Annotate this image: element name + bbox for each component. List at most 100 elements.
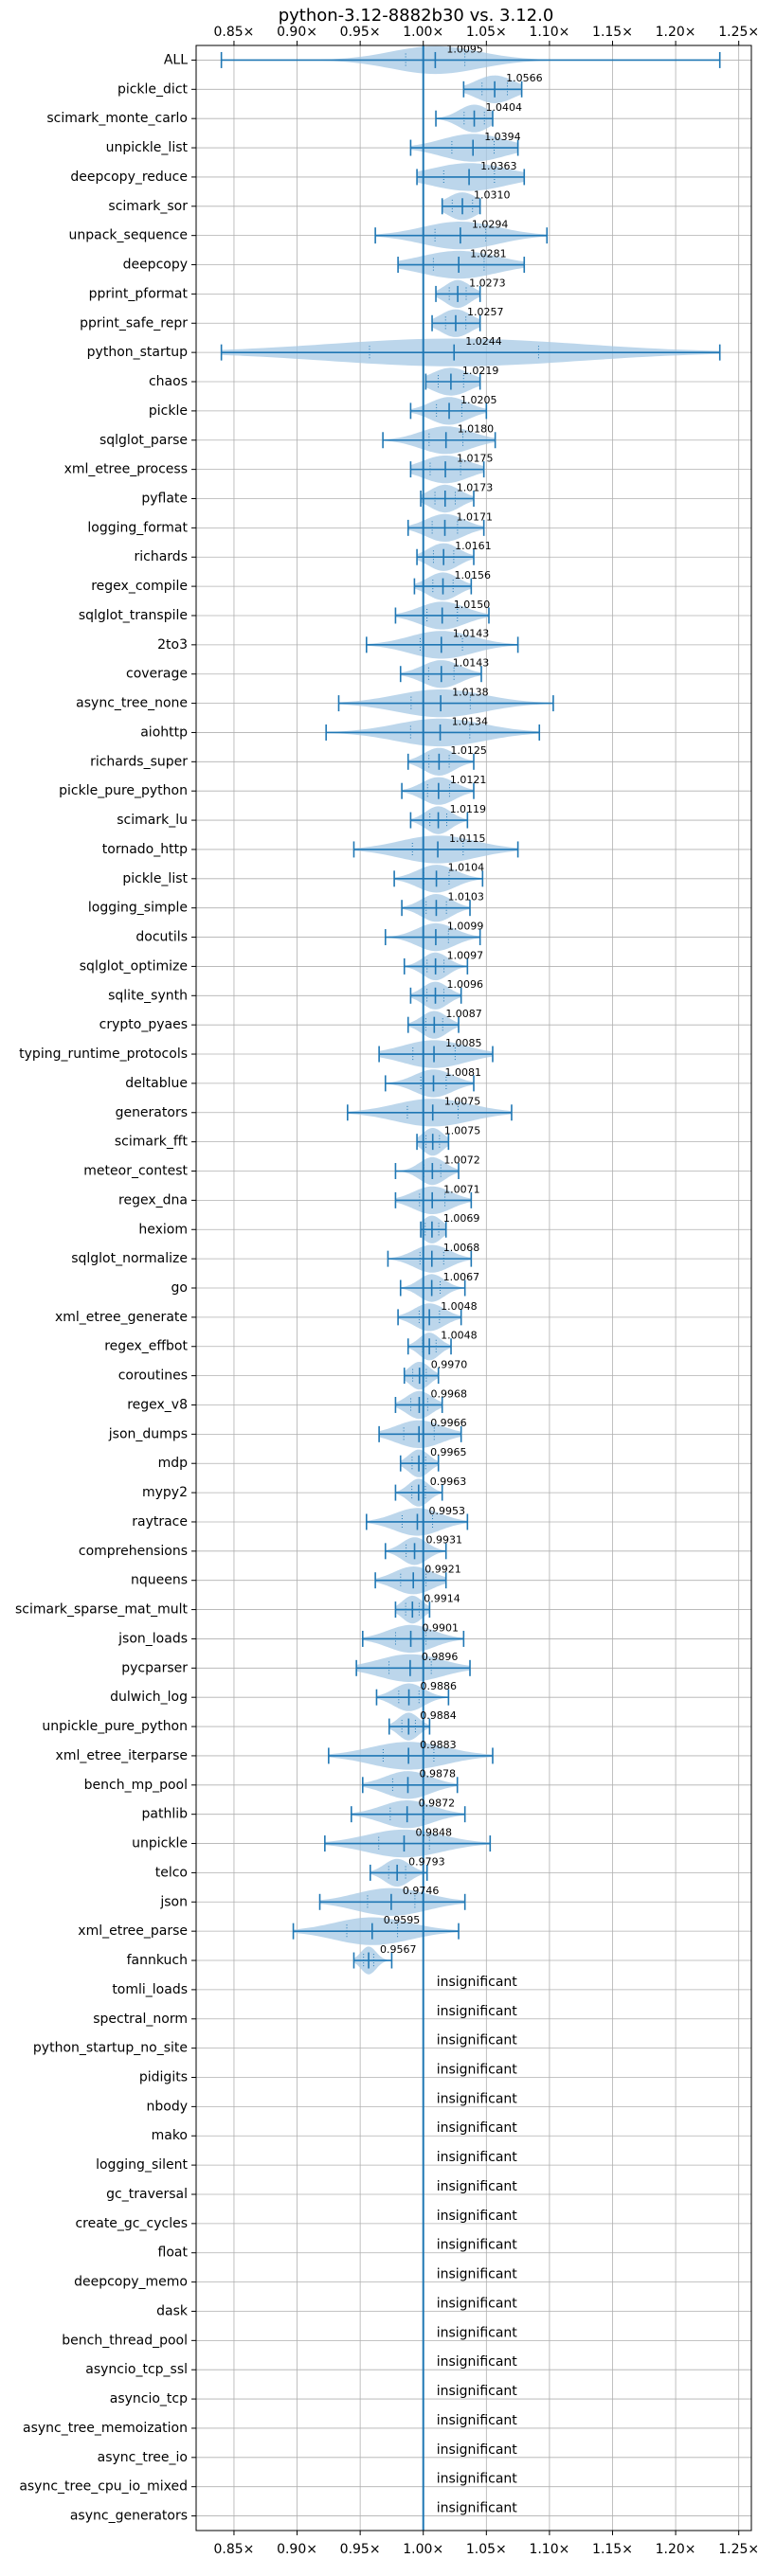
x-tick-label-top: 1.00× — [403, 25, 443, 40]
data-label: 1.0175 — [457, 453, 493, 465]
x-tick-label-top: 0.90× — [277, 25, 317, 40]
insignificant-label: insignificant — [437, 2091, 518, 2106]
benchmark-label: async_tree_none — [76, 696, 188, 711]
insignificant-label: insignificant — [437, 2209, 518, 2224]
benchmark-label: richards — [135, 549, 189, 564]
benchmark-label: pyflate — [141, 491, 188, 506]
data-label: 1.0048 — [441, 1330, 478, 1342]
x-tick-label-bottom: 0.90× — [277, 2542, 317, 2557]
data-label: 1.0068 — [443, 1242, 480, 1254]
data-label: 0.9567 — [380, 1943, 417, 1956]
data-label: 1.0171 — [457, 510, 493, 523]
data-label: 1.0394 — [484, 131, 521, 143]
x-tick-label-top: 1.20× — [656, 25, 696, 40]
data-label: 0.9884 — [420, 1709, 457, 1722]
benchmark-label: pycparser — [121, 1660, 188, 1675]
insignificant-label: insignificant — [437, 2033, 518, 2048]
benchmark-label: scimark_sor — [108, 199, 188, 214]
data-label: 1.0115 — [449, 832, 486, 845]
benchmark-label: hexiom — [138, 1222, 188, 1237]
benchmark-label: scimark_monte_carlo — [46, 111, 188, 126]
x-tick-label-bottom: 1.25× — [718, 2542, 758, 2557]
benchmark-label: pprint_pformat — [89, 286, 189, 301]
data-label: 1.0161 — [455, 540, 492, 552]
benchmark-label: tomli_loads — [112, 1982, 188, 1997]
chart-title: python-3.12-8882b30 vs. 3.12.0 — [279, 6, 554, 26]
insignificant-label: insignificant — [437, 2413, 518, 2428]
benchmark-label: sqlglot_normalize — [71, 1251, 188, 1266]
data-label: 1.0219 — [462, 365, 499, 377]
benchmark-label: pidigits — [139, 2070, 188, 2085]
insignificant-label: insignificant — [437, 2179, 518, 2194]
data-label: 1.0205 — [460, 394, 497, 406]
data-label: 1.0095 — [446, 43, 483, 55]
data-label: 1.0119 — [450, 803, 487, 815]
benchmark-label: json_dumps — [108, 1426, 188, 1441]
x-tick-label-bottom: 0.85× — [214, 2542, 255, 2557]
data-label: 1.0096 — [447, 978, 484, 991]
benchmark-label: python_startup_no_site — [33, 2041, 188, 2056]
data-label: 0.9968 — [430, 1387, 467, 1400]
data-label: 0.9901 — [423, 1621, 460, 1634]
data-label: 0.9878 — [419, 1768, 456, 1780]
violin-layer — [220, 45, 721, 2531]
data-label: 1.0173 — [457, 481, 493, 493]
benchmark-label: python_startup — [87, 345, 188, 360]
data-label: 0.9883 — [420, 1739, 457, 1751]
x-tick-label-top: 1.05× — [466, 25, 507, 40]
data-label: 0.9914 — [424, 1592, 460, 1604]
data-label: 1.0048 — [441, 1300, 478, 1313]
benchmark-label: deepcopy — [123, 258, 188, 273]
benchmark-label: pickle — [149, 403, 188, 419]
benchmark-label: sqlglot_parse — [99, 433, 188, 448]
data-label: 1.0143 — [453, 628, 490, 640]
insignificant-label: insignificant — [437, 2325, 518, 2340]
x-tick-label-bottom: 1.15× — [592, 2542, 633, 2557]
benchmark-label: logging_simple — [88, 901, 188, 916]
benchmark-label: generators — [116, 1105, 188, 1120]
data-label: 1.0075 — [444, 1125, 481, 1137]
benchmark-label: deepcopy_reduce — [70, 170, 188, 185]
data-label: 1.0143 — [453, 657, 490, 670]
data-label: 1.0067 — [443, 1271, 480, 1283]
benchmark-label: coroutines — [118, 1368, 188, 1384]
benchmark-label: tornado_http — [102, 842, 188, 857]
data-label: 1.0099 — [447, 920, 484, 932]
x-tick-label-bottom: 0.95× — [340, 2542, 381, 2557]
benchmark-label: xml_etree_generate — [55, 1310, 188, 1325]
benchmark-label: deltablue — [125, 1076, 188, 1091]
data-label: 1.0156 — [455, 569, 492, 581]
benchmark-label: dask — [156, 2303, 189, 2318]
x-tick-label-bottom: 1.10× — [529, 2542, 569, 2557]
benchmark-label: nqueens — [131, 1573, 188, 1588]
benchmark-label: scimark_sparse_mat_mult — [15, 1602, 188, 1618]
benchmark-label: typing_runtime_protocols — [19, 1046, 188, 1062]
insignificant-label: insignificant — [437, 2004, 518, 2019]
x-tick-label-top: 1.10× — [529, 25, 569, 40]
data-label: 1.0281 — [470, 247, 507, 259]
data-label: 1.0121 — [450, 774, 487, 786]
benchmark-label: deepcopy_memo — [74, 2275, 188, 2290]
benchmark-label: asyncio_tcp_ssl — [85, 2362, 188, 2377]
insignificant-label: insignificant — [437, 1975, 518, 1990]
data-label: 1.0294 — [472, 219, 508, 231]
benchmark-label: xml_etree_parse — [78, 1923, 188, 1939]
benchmark-label: scimark_lu — [117, 813, 188, 828]
benchmark-label: float — [158, 2245, 189, 2261]
x-tick-label-bottom: 1.20× — [656, 2542, 696, 2557]
x-tick-label-top: 0.85× — [214, 25, 255, 40]
data-label: 0.9886 — [421, 1680, 458, 1692]
data-label: 0.9848 — [415, 1826, 452, 1838]
benchmark-label: regex_effbot — [104, 1339, 188, 1354]
benchmark-label: pickle_list — [122, 871, 188, 886]
data-label: 0.9966 — [430, 1417, 467, 1429]
data-label: 1.0125 — [450, 744, 487, 757]
data-label: 0.9595 — [384, 1914, 421, 1926]
insignificant-label: insignificant — [437, 2501, 518, 2516]
benchmark-label: meteor_contest — [83, 1164, 188, 1179]
data-label: 0.9872 — [419, 1798, 456, 1810]
x-tick-label-top: 1.25× — [718, 25, 758, 40]
benchmark-label: dulwich_log — [110, 1690, 188, 1705]
data-label: 1.0404 — [486, 101, 523, 114]
